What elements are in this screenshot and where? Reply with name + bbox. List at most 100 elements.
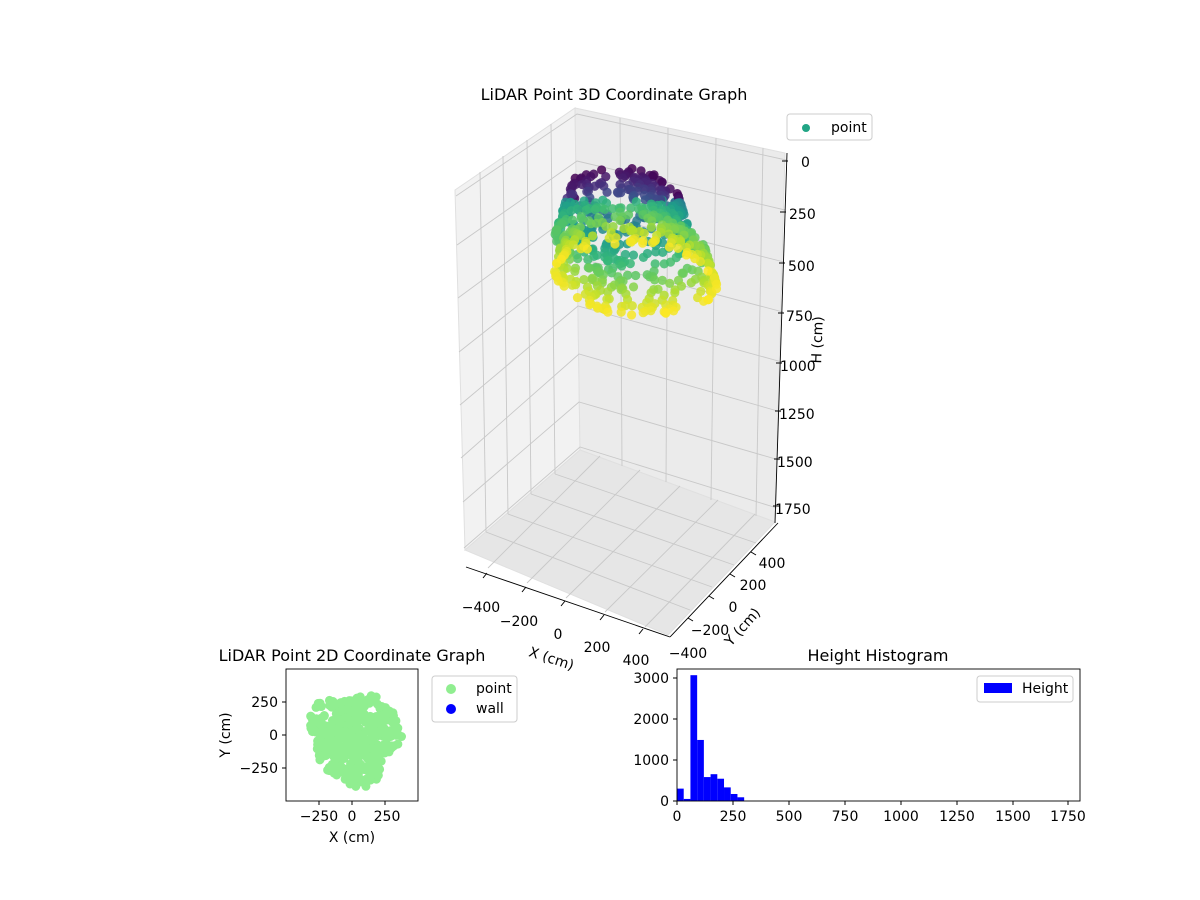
point-marker — [602, 187, 612, 197]
z-tick-label: 0 — [801, 155, 810, 171]
point-marker — [603, 307, 613, 317]
point-marker — [552, 225, 562, 235]
point-marker — [597, 165, 607, 175]
point-marker — [681, 250, 692, 260]
legend-label: Height — [1022, 681, 1069, 697]
point-marker — [668, 306, 679, 316]
histogram-bar — [710, 774, 718, 801]
x-axis: −250 0 250 X (cm) — [300, 801, 400, 846]
point-marker — [616, 307, 626, 317]
scatter-2d-plot: LiDAR Point 2D Coordinate Graph −250 0 2… — [218, 646, 518, 846]
point-marker — [338, 727, 348, 737]
point-marker — [314, 750, 324, 760]
point-marker — [638, 238, 648, 248]
point-marker — [346, 728, 356, 738]
histogram-bar — [677, 788, 684, 801]
histogram-bar — [724, 787, 731, 801]
point-marker — [375, 702, 385, 712]
point-marker — [368, 736, 378, 746]
chart-title: LiDAR Point 3D Coordinate Graph — [481, 85, 748, 104]
histogram-bar — [737, 797, 745, 801]
y-tick-label: −400 — [669, 646, 707, 662]
histogram-bar — [703, 777, 711, 801]
point-marker — [703, 258, 713, 268]
point-marker — [626, 226, 636, 236]
point-marker — [650, 275, 660, 285]
point-marker — [590, 181, 600, 191]
point-marker — [373, 765, 383, 775]
point-marker — [327, 702, 337, 712]
z-tick-label: 250 — [789, 207, 816, 223]
point-marker — [343, 743, 353, 753]
legend: Height — [976, 675, 1074, 703]
point-marker — [665, 278, 675, 289]
point-marker — [664, 242, 674, 252]
point-marker — [393, 739, 403, 749]
legend-label: point — [476, 681, 512, 697]
point-marker — [573, 253, 583, 264]
point-marker — [628, 250, 639, 260]
x-tick-label: 250 — [720, 809, 747, 825]
point-marker — [350, 717, 360, 727]
x-tick-label: −250 — [300, 809, 338, 825]
point-marker — [323, 740, 333, 750]
point-marker — [336, 698, 346, 708]
z-tick-label: 1500 — [777, 455, 813, 471]
point-marker — [572, 204, 583, 214]
legend: point — [786, 113, 873, 141]
z-tick-label: 1250 — [779, 407, 815, 423]
y-tick-label: 3000 — [633, 671, 669, 687]
point-marker — [610, 239, 620, 249]
chart-title: LiDAR Point 2D Coordinate Graph — [219, 646, 486, 665]
point-marker — [639, 228, 649, 238]
point-marker — [638, 308, 648, 318]
x-tick-label: −200 — [500, 614, 538, 630]
histogram-bar — [730, 793, 738, 801]
y-axis-label: Y (cm) — [218, 712, 234, 758]
point-marker — [581, 205, 591, 215]
z-tick-label: 1750 — [775, 502, 811, 518]
point-marker — [316, 701, 326, 711]
point-marker — [678, 268, 688, 279]
point-marker — [650, 259, 660, 269]
x-tick-label: 1000 — [883, 809, 919, 825]
chart-title: Height Histogram — [808, 646, 949, 665]
point-marker — [711, 284, 722, 294]
histogram-bar — [683, 798, 691, 801]
x-tick-label: 0 — [348, 809, 357, 825]
z-tick-label: 1000 — [780, 359, 816, 375]
point-marker — [593, 303, 603, 313]
x-tick-label: 500 — [776, 809, 803, 825]
point-marker — [627, 301, 637, 311]
point-marker — [601, 221, 611, 232]
point-marker — [391, 716, 401, 726]
point-marker — [352, 741, 362, 751]
point-marker — [306, 711, 316, 721]
point-marker — [334, 766, 344, 776]
point-marker — [583, 254, 593, 265]
point-marker — [570, 266, 580, 277]
point-marker — [587, 231, 598, 241]
x-tick-label: 1250 — [939, 809, 975, 825]
point-marker — [368, 743, 378, 753]
point-marker — [333, 735, 343, 745]
plot-frame — [676, 668, 1081, 802]
z-axis-3d: 0 250 500 750 1000 1250 1500 1750 H (cm) — [773, 155, 827, 518]
y-tick-label: 400 — [759, 556, 786, 572]
point-marker — [600, 204, 610, 214]
point-marker — [347, 767, 357, 777]
legend-label: wall — [476, 701, 504, 717]
point-marker — [576, 213, 586, 224]
point-marker — [585, 300, 595, 310]
point-marker — [324, 766, 334, 776]
point-cloud-2d — [306, 691, 407, 791]
legend-label: point — [831, 120, 867, 136]
x-tick-label: 400 — [623, 653, 650, 669]
point-marker — [604, 233, 614, 243]
legend-marker-height — [984, 683, 1012, 693]
point-marker — [371, 753, 381, 763]
histogram-bar — [690, 675, 698, 801]
point-marker — [602, 294, 612, 304]
y-tick-label: 0 — [660, 794, 669, 810]
